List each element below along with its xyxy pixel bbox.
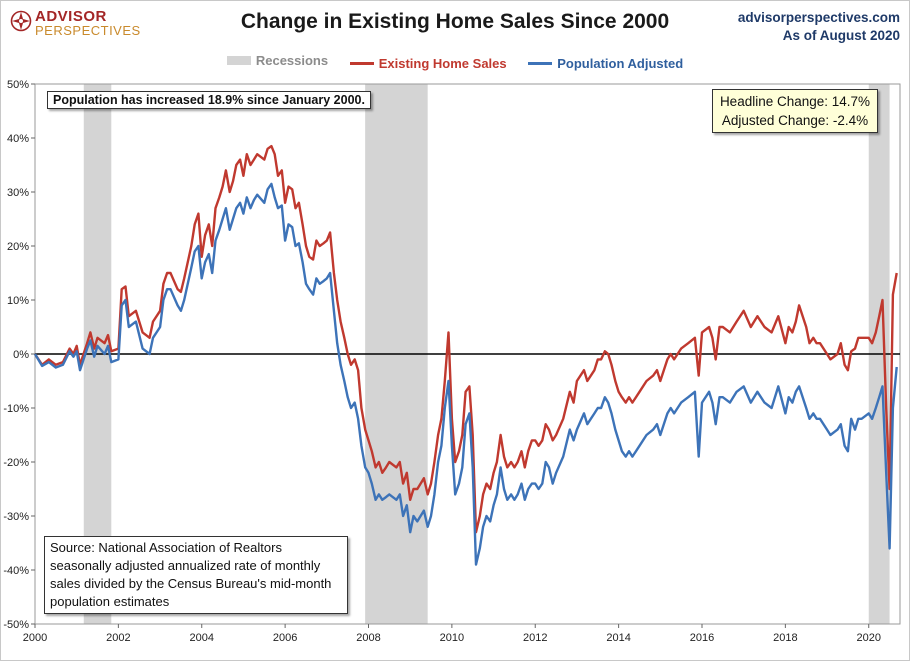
source-note: Source: National Association of Realtors… — [44, 536, 348, 614]
chart-title: Change in Existing Home Sales Since 2000 — [240, 10, 670, 33]
y-tick-label: -10% — [3, 403, 29, 415]
legend-swatch-existing — [349, 62, 374, 65]
logo-text-perspectives: PERSPECTIVES — [35, 23, 141, 38]
advisor-perspectives-logo[interactable]: ADVISOR PERSPECTIVES — [10, 8, 150, 42]
x-tick-label: 2010 — [440, 632, 464, 644]
y-tick-label: -50% — [3, 619, 29, 631]
x-tick-label: 2004 — [190, 632, 214, 644]
compass-logo-icon — [10, 10, 32, 32]
x-tick-label: 2014 — [606, 632, 630, 644]
x-tick-label: 2002 — [106, 632, 130, 644]
chart-series — [33, 144, 898, 566]
adjusted-change-text: Adjusted Change: -2.4% — [721, 113, 869, 128]
y-tick-label: 10% — [7, 295, 29, 307]
legend-label-existing: Existing Home Sales — [378, 56, 507, 71]
y-tick-label: -40% — [3, 565, 29, 577]
y-tick-label: 40% — [7, 133, 29, 145]
as-of-date: As of August 2020 — [782, 28, 900, 43]
chart-legend: Recessions Existing Home Sales Populatio… — [0, 53, 910, 71]
x-tick-label: 2016 — [690, 632, 714, 644]
legend-item-existing: Existing Home Sales — [349, 56, 507, 71]
site-info: advisorperspectives.com As of August 202… — [738, 9, 900, 45]
site-url[interactable]: advisorperspectives.com — [737, 10, 900, 25]
y-tick-label: 30% — [7, 187, 29, 199]
legend-label-recessions: Recessions — [255, 53, 329, 68]
legend-swatch-recessions — [226, 56, 251, 65]
x-tick-label: 2018 — [773, 632, 797, 644]
y-tick-label: -30% — [3, 511, 29, 523]
x-tick-label: 2008 — [356, 632, 380, 644]
y-tick-label: 0% — [13, 349, 29, 361]
x-tick-label: 2020 — [856, 632, 880, 644]
x-tick-label: 2000 — [23, 632, 47, 644]
y-tick-label: 20% — [7, 241, 29, 253]
x-tick-label: 2006 — [273, 632, 297, 644]
headline-change-text: Headline Change: 14.7% — [719, 94, 871, 109]
y-tick-label: -20% — [3, 457, 29, 469]
series-line-existing-home-sales — [33, 144, 898, 534]
logo-text-advisor: ADVISOR — [35, 8, 107, 25]
headline-change-box: Headline Change: 14.7% Adjusted Change: … — [712, 89, 878, 133]
legend-item-population: Population Adjusted — [528, 56, 683, 71]
legend-label-population: Population Adjusted — [557, 56, 684, 71]
legend-item-recessions: Recessions — [226, 53, 329, 68]
legend-swatch-population — [528, 62, 553, 65]
population-note: Population has increased 18.9% since Jan… — [47, 91, 371, 109]
y-tick-label: 50% — [7, 79, 29, 91]
x-tick-label: 2012 — [523, 632, 547, 644]
series-line-population-adjusted — [33, 182, 898, 566]
